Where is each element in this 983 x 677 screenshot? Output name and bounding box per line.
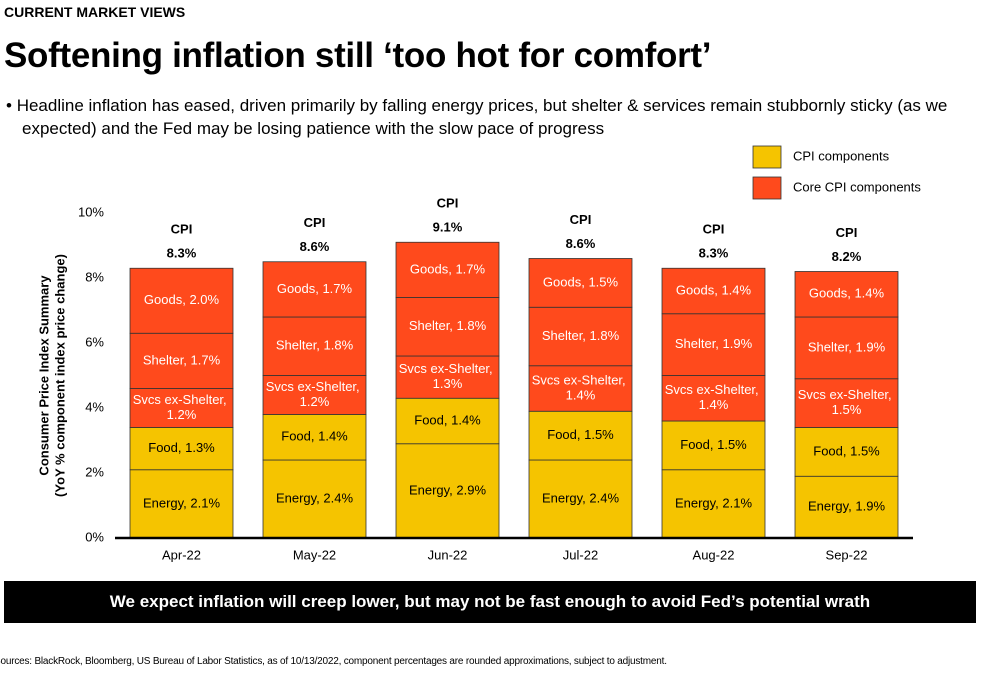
total-label: 8.6% bbox=[566, 236, 596, 251]
bar-segment bbox=[262, 261, 367, 318]
total-title: CPI bbox=[304, 215, 326, 230]
y-axis-title: (YoY % component index price change) bbox=[52, 254, 67, 497]
bar-label: Svcs ex-Shelter, 1.3% bbox=[399, 361, 497, 391]
legend-label: CPI components bbox=[793, 148, 890, 163]
total-label: 9.1% bbox=[433, 220, 463, 235]
bar-label: Svcs ex-Shelter, 1.2% bbox=[133, 392, 231, 422]
bar-segment bbox=[395, 241, 500, 298]
bar-label: Energy, 2.1% bbox=[675, 495, 753, 510]
bar-segment bbox=[528, 410, 633, 461]
bar-label: Energy, 2.9% bbox=[409, 482, 487, 497]
y-tick-label: 2% bbox=[85, 464, 104, 479]
total-label: 8.3% bbox=[167, 246, 197, 261]
bar-label: Svcs ex-Shelter, 1.4% bbox=[532, 373, 630, 403]
bar-label: Energy, 2.4% bbox=[542, 490, 620, 505]
bar-segment bbox=[661, 375, 766, 422]
bar-segment bbox=[794, 271, 899, 318]
bar-label: Goods, 1.7% bbox=[410, 261, 486, 276]
legend-label: Core CPI components bbox=[793, 179, 921, 194]
x-tick-label: May-22 bbox=[293, 547, 336, 562]
total-title: CPI bbox=[570, 212, 592, 227]
legend-swatch bbox=[752, 145, 782, 169]
bar-label: Shelter, 1.9% bbox=[808, 339, 886, 354]
bullet-text: Headline inflation has eased, driven pri… bbox=[16, 96, 948, 138]
total-title: CPI bbox=[836, 225, 858, 240]
header: CURRENT MARKET VIEWS bbox=[4, 4, 186, 20]
bar-label: Svcs ex-Shelter, 1.5% bbox=[798, 387, 896, 417]
y-axis-title: Consumer Price Index Summary bbox=[36, 275, 51, 476]
bar-segment bbox=[661, 267, 766, 315]
x-tick-label: Sep-22 bbox=[826, 547, 868, 562]
bar-label: Food, 1.4% bbox=[414, 412, 481, 427]
y-tick-label: 0% bbox=[85, 529, 104, 544]
total-title: CPI bbox=[437, 196, 459, 211]
total-title: CPI bbox=[171, 222, 193, 237]
bar-label: Goods, 2.0% bbox=[144, 292, 220, 307]
bar-label: Food, 1.5% bbox=[813, 443, 880, 458]
x-tick-label: Jun-22 bbox=[428, 547, 468, 562]
bar-segment bbox=[661, 469, 766, 539]
bar-segment bbox=[794, 378, 899, 428]
bar-segment bbox=[794, 316, 899, 380]
x-tick-label: Aug-22 bbox=[693, 547, 735, 562]
bar-segment bbox=[794, 427, 899, 477]
bar-segment bbox=[528, 459, 633, 539]
bar-segment bbox=[528, 306, 633, 367]
bar-label: Goods, 1.4% bbox=[809, 286, 885, 301]
bar-segment bbox=[395, 397, 500, 445]
bar-label: Goods, 1.7% bbox=[277, 281, 353, 296]
bar-label: Svcs ex-Shelter, 1.2% bbox=[266, 379, 364, 409]
total-label: 8.2% bbox=[832, 249, 862, 264]
source: Sources: BlackRock, Bloomberg, US Bureau… bbox=[0, 656, 667, 667]
x-tick-label: Jul-22 bbox=[563, 547, 598, 562]
bar-segment bbox=[129, 469, 234, 539]
bar-segment bbox=[262, 414, 367, 461]
bar-segment bbox=[129, 332, 234, 389]
bar-segment bbox=[395, 355, 500, 399]
y-tick-label: 10% bbox=[78, 204, 104, 219]
chart: 0% 2% 4% 6% 8% 10% Consumer Price Index Summar… bbox=[36, 145, 921, 562]
bar-label: Food, 1.5% bbox=[547, 427, 614, 442]
footer-banner: We expect inflation will creep lower, bu… bbox=[4, 581, 976, 623]
bar-label: Shelter, 1.8% bbox=[276, 338, 354, 353]
bar-label: Shelter, 1.8% bbox=[542, 328, 620, 343]
bar-label: Svcs ex-Shelter, 1.4% bbox=[665, 383, 763, 413]
total-title: CPI bbox=[703, 222, 725, 237]
bar-label: Energy, 2.1% bbox=[143, 495, 221, 510]
bar-segment bbox=[395, 443, 500, 539]
title: Softening inflation still ‘too hot for c… bbox=[4, 36, 712, 75]
x-tick-label: Apr-22 bbox=[162, 547, 201, 562]
bar-segment bbox=[129, 427, 234, 471]
bar-segment bbox=[661, 313, 766, 376]
total-label: 8.3% bbox=[699, 246, 729, 261]
legend-swatch bbox=[752, 176, 782, 200]
y-tick-label: 4% bbox=[85, 399, 104, 414]
bar-label: Shelter, 1.9% bbox=[675, 336, 753, 351]
y-tick-label: 8% bbox=[85, 269, 104, 284]
bar-label: Goods, 1.5% bbox=[543, 274, 619, 289]
bar-segment bbox=[262, 316, 367, 376]
bar-segment bbox=[661, 420, 766, 471]
bar-label: Food, 1.3% bbox=[148, 440, 215, 455]
total-label: 8.6% bbox=[300, 239, 330, 254]
bar-segment bbox=[129, 267, 234, 334]
bar-label: Goods, 1.4% bbox=[676, 282, 752, 297]
bar-label: Energy, 2.4% bbox=[276, 490, 354, 505]
bar-label: Energy, 1.9% bbox=[808, 499, 886, 514]
bar-segment bbox=[528, 258, 633, 308]
bullet: • Headline inflation has eased, driven p… bbox=[6, 96, 948, 138]
bar-label: Shelter, 1.7% bbox=[143, 352, 221, 367]
bar-segment bbox=[262, 375, 367, 415]
bar-label: Food, 1.5% bbox=[680, 437, 747, 452]
bar-label: Food, 1.4% bbox=[281, 429, 348, 444]
bar-label: Shelter, 1.8% bbox=[409, 318, 487, 333]
y-tick-label: 6% bbox=[85, 334, 104, 349]
